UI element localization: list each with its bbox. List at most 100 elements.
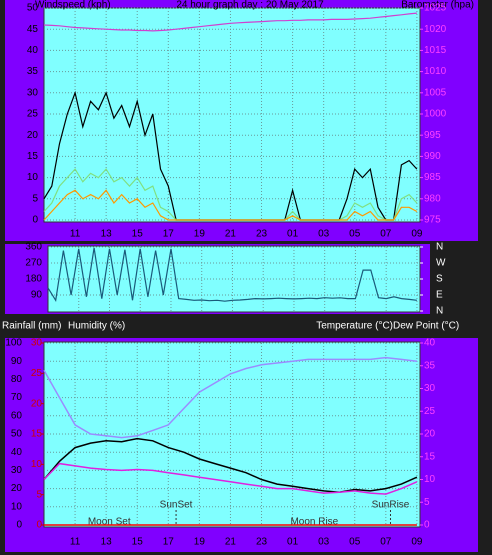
series-line xyxy=(43,189,418,221)
annotation: SunRise xyxy=(372,500,410,511)
rain-tick-label: 10 xyxy=(31,459,43,470)
y-tick-label: 50 xyxy=(27,3,39,14)
rain-tick-label: 30 xyxy=(31,338,43,349)
x-tick-label: 17 xyxy=(163,537,175,548)
series-line xyxy=(43,462,418,495)
y2-tick-label: 1025 xyxy=(424,3,447,14)
annotation: Moon Set xyxy=(88,517,131,528)
rain-axis-label: Rainfall (mm) xyxy=(2,321,61,332)
y-tick-label: 30 xyxy=(27,87,39,98)
rain-tick-label: 25 xyxy=(31,368,43,379)
annotation: SunSet xyxy=(160,500,193,511)
y-tick-label: 270 xyxy=(25,258,42,269)
y2-tick-label: 1020 xyxy=(424,24,447,35)
y-tick-label: 180 xyxy=(25,274,42,285)
y-tick-label: 0 xyxy=(32,215,38,226)
series-line xyxy=(43,12,417,32)
series-line xyxy=(43,437,418,493)
y-tick-label: 90 xyxy=(11,356,23,367)
x-tick-label: 09 xyxy=(411,537,423,548)
y2-tick-label: 35 xyxy=(424,360,436,371)
y2-tick-label: E xyxy=(436,290,443,301)
y2-tick-label: 1010 xyxy=(424,66,447,77)
y-axis-label: Windspeed (kph) xyxy=(35,0,111,11)
y-tick-label: 70 xyxy=(11,392,23,403)
x-tick-label: 23 xyxy=(256,229,268,240)
x-tick-label: 07 xyxy=(380,229,392,240)
y-tick-label: 30 xyxy=(11,465,23,476)
y-tick-label: 10 xyxy=(27,172,39,183)
y-tick-label: 100 xyxy=(5,338,22,349)
series-line xyxy=(43,356,417,439)
y2-tick-label: 990 xyxy=(424,151,441,162)
y-tick-label: 15 xyxy=(27,151,39,162)
x-tick-label: 01 xyxy=(287,229,299,240)
x-tick-label: 19 xyxy=(194,537,206,548)
y2-tick-label: S xyxy=(436,274,443,285)
y2-tick-label: N xyxy=(436,242,443,253)
y2-axis-label: Barometer (hpa) xyxy=(401,0,474,11)
x-tick-label: 23 xyxy=(256,537,268,548)
y2-tick-label: W xyxy=(436,258,446,269)
y2-axis-label: Temperature (°C) xyxy=(316,321,393,332)
rain-tick-label: 15 xyxy=(31,429,43,440)
series-line xyxy=(47,247,417,302)
y-tick-label: 45 xyxy=(27,24,39,35)
y2-tick-label: 10 xyxy=(424,474,436,485)
rain-tick-label: 0 xyxy=(36,520,42,531)
y2-tick-label: 20 xyxy=(424,429,436,440)
y3-axis-label: Dew Point (°C) xyxy=(393,321,459,332)
x-tick-label: 05 xyxy=(349,537,361,548)
y2-tick-label: N xyxy=(436,306,443,317)
x-tick-label: 21 xyxy=(225,229,237,240)
y2-tick-label: 15 xyxy=(424,451,436,462)
x-tick-label: 11 xyxy=(70,537,81,548)
x-tick-label: 13 xyxy=(101,229,113,240)
y-tick-label: 0 xyxy=(16,520,22,531)
plot-area xyxy=(43,7,421,223)
rain-tick-label: 5 xyxy=(36,489,42,500)
y-tick-label: 5 xyxy=(32,193,38,204)
y-tick-label: 35 xyxy=(27,66,39,77)
y-tick-label: 40 xyxy=(11,447,23,458)
y-axis-label: Humidity (%) xyxy=(68,321,125,332)
y-tick-label: 10 xyxy=(11,501,23,512)
rain-tick-label: 20 xyxy=(31,398,43,409)
y-tick-label: 60 xyxy=(11,410,23,421)
x-tick-label: 07 xyxy=(380,537,392,548)
x-tick-label: 03 xyxy=(318,229,330,240)
y-tick-label: 80 xyxy=(11,374,23,385)
y-tick-label: 360 xyxy=(25,242,42,253)
y2-tick-label: 0 xyxy=(424,520,430,531)
annotation: Moon Rise xyxy=(290,517,338,528)
x-tick-label: 11 xyxy=(70,229,81,240)
y-tick-label: 20 xyxy=(27,130,39,141)
y2-tick-label: 1000 xyxy=(424,109,447,120)
y2-tick-label: 5 xyxy=(424,497,430,508)
x-tick-label: 19 xyxy=(194,229,206,240)
x-tick-label: 21 xyxy=(225,537,237,548)
y-tick-label: 20 xyxy=(11,483,23,494)
x-tick-label: 13 xyxy=(101,537,113,548)
y2-tick-label: 995 xyxy=(424,130,441,141)
x-tick-label: 15 xyxy=(132,537,144,548)
y-tick-label: 90 xyxy=(31,290,43,301)
y-tick-label: 40 xyxy=(27,45,39,56)
y2-tick-label: 25 xyxy=(424,406,436,417)
y-tick-label: 50 xyxy=(11,429,23,440)
chart-title: 24 hour graph day : 20 May 2017 xyxy=(176,0,324,11)
y2-tick-label: 1005 xyxy=(424,87,447,98)
y2-tick-label: 40 xyxy=(424,338,436,349)
y2-tick-label: 1015 xyxy=(424,45,447,56)
x-tick-label: 01 xyxy=(287,537,299,548)
x-tick-label: 09 xyxy=(411,229,423,240)
x-tick-label: 15 xyxy=(132,229,144,240)
x-tick-label: 05 xyxy=(349,229,361,240)
y2-tick-label: 985 xyxy=(424,172,441,183)
y-tick-label: 25 xyxy=(27,109,39,120)
x-tick-label: 17 xyxy=(163,229,175,240)
y2-tick-label: 30 xyxy=(424,383,436,394)
x-tick-label: 03 xyxy=(318,537,330,548)
